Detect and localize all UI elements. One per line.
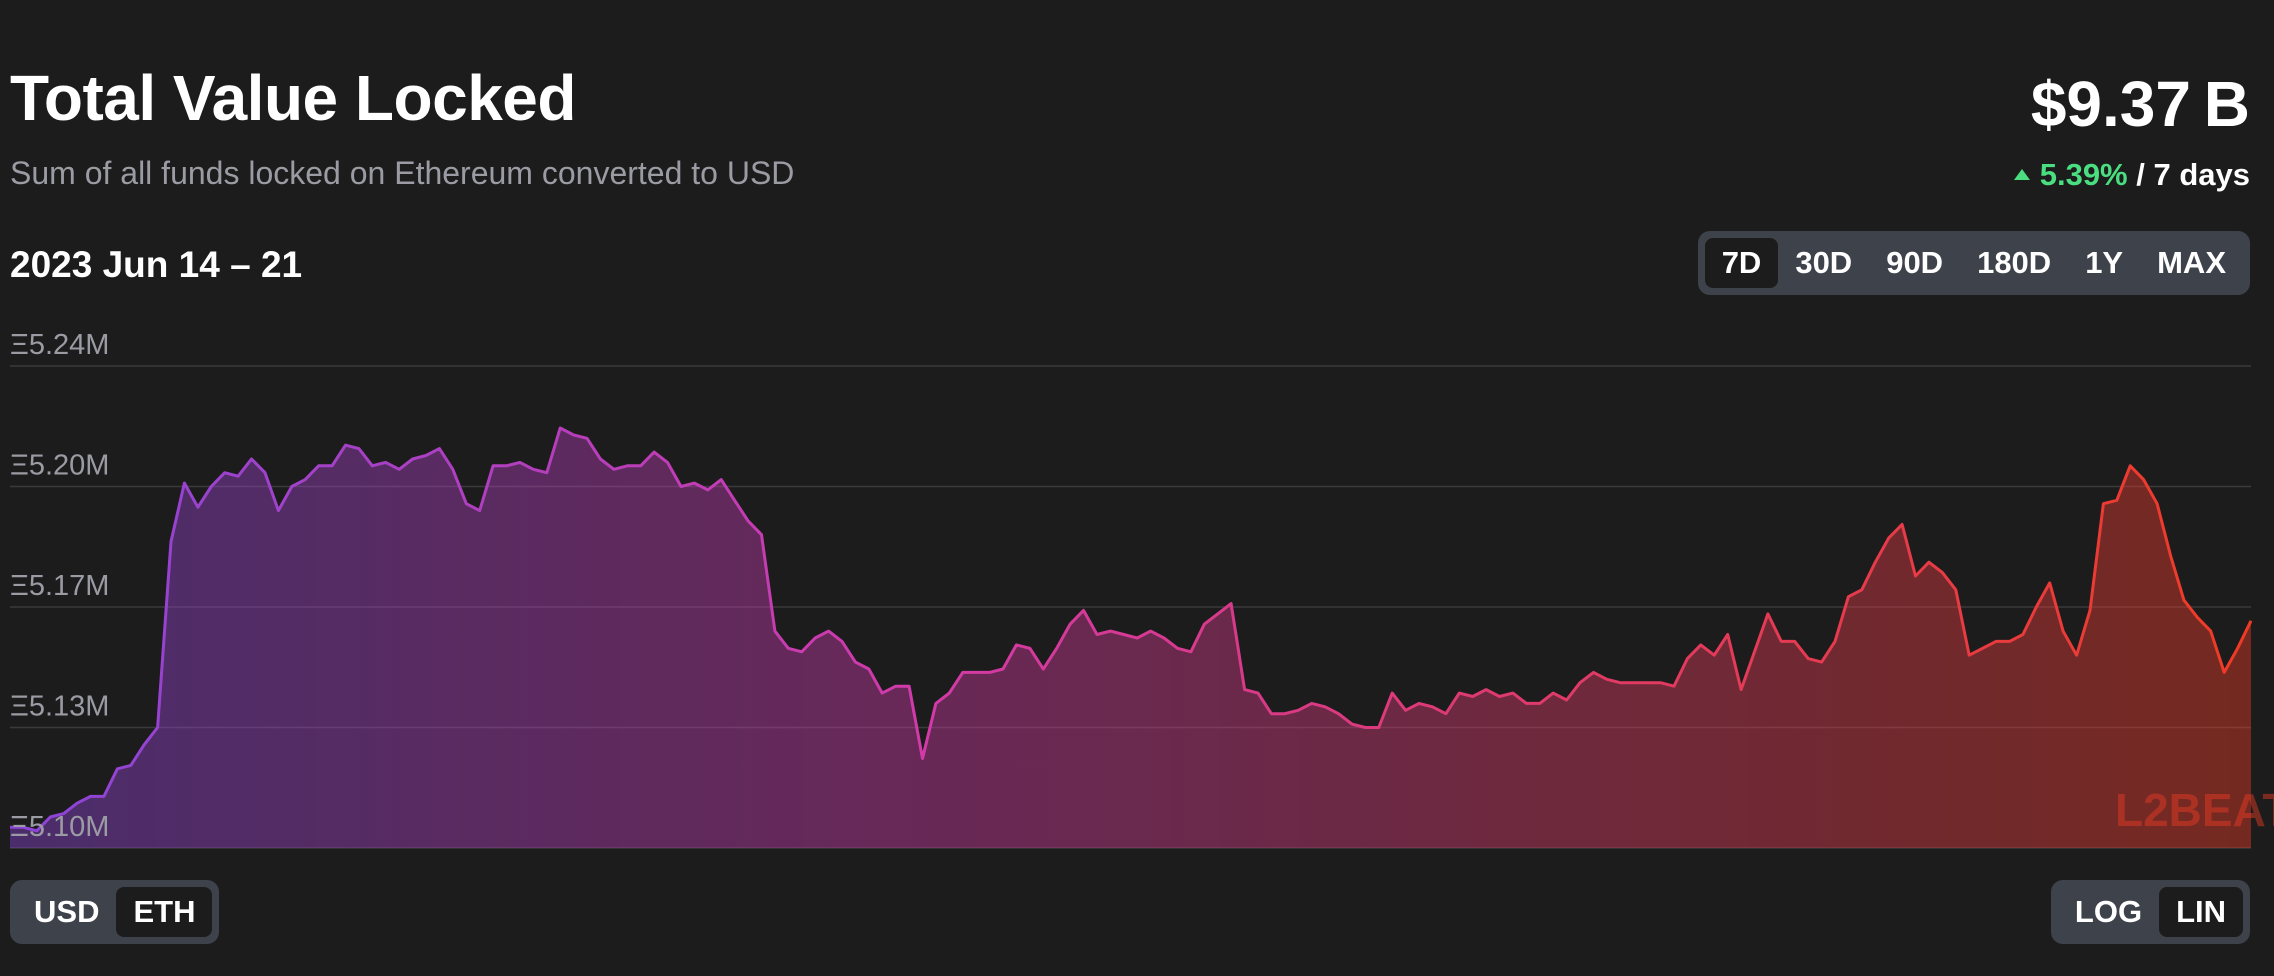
- y-tick-label: Ξ5.10M: [10, 811, 109, 843]
- date-range: 2023 Jun 14 – 21: [10, 244, 303, 285]
- tvl-line: [10, 426, 2253, 833]
- y-tick-label: Ξ5.13M: [10, 691, 109, 723]
- timeframe-max[interactable]: MAX: [2157, 245, 2226, 280]
- timeframe-selector: 7D 30D 90D 180D 1Y MAX: [1697, 231, 2250, 295]
- timeframe-1y[interactable]: 1Y: [2085, 245, 2124, 280]
- l2beat-watermark: L2BEAT: [2115, 784, 2274, 836]
- change-period: / 7 days: [2136, 157, 2250, 192]
- value-change: 5.39% / 7 days: [2013, 157, 2250, 192]
- timeframe-180d[interactable]: 180D: [1977, 245, 2052, 280]
- currency-eth[interactable]: ETH: [116, 887, 213, 937]
- tvl-area: [10, 428, 2251, 848]
- change-percent: 5.39%: [2039, 157, 2128, 192]
- scale-lin[interactable]: LIN: [2159, 887, 2243, 937]
- total-value: $9.37 B: [2030, 68, 2250, 140]
- timeframe-7d[interactable]: 7D: [1704, 238, 1779, 288]
- currency-usd[interactable]: USD: [34, 894, 100, 929]
- timeframe-90d[interactable]: 90D: [1886, 245, 1944, 280]
- page-title: Total Value Locked: [10, 62, 576, 134]
- up-triangle-icon: [2013, 169, 2030, 180]
- timeframe-30d[interactable]: 30D: [1795, 245, 1853, 280]
- currency-toggle: USD ETH: [10, 880, 220, 944]
- y-tick-label: Ξ5.20M: [10, 450, 109, 482]
- page-subtitle: Sum of all funds locked on Ethereum conv…: [10, 155, 795, 191]
- y-tick-label: Ξ5.24M: [10, 329, 109, 361]
- y-tick-label: Ξ5.17M: [10, 570, 109, 602]
- scale-toggle: LOG LIN: [2050, 880, 2250, 944]
- scale-log[interactable]: LOG: [2074, 894, 2143, 929]
